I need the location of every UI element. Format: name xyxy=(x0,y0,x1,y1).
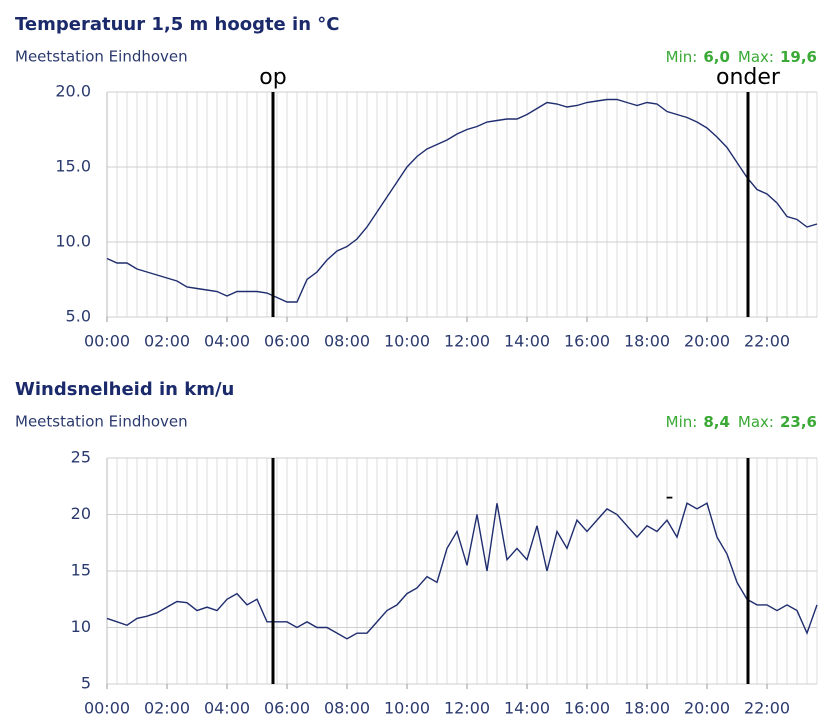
x-tick-label: 22:00 xyxy=(744,332,790,351)
x-tick-label: 06:00 xyxy=(264,332,310,351)
x-tick-label: 12:00 xyxy=(444,332,490,351)
y-tick-label: 15.0 xyxy=(55,157,91,176)
x-tick-label: 14:00 xyxy=(504,699,550,718)
chart-subtitle: Meetstation Eindhoven xyxy=(15,413,188,431)
y-tick-label: 5.0 xyxy=(66,307,91,326)
y-tick-label: 20 xyxy=(71,504,91,523)
chart-title: Windsnelheid in km/u xyxy=(15,379,234,400)
x-tick-label: 04:00 xyxy=(204,332,250,351)
x-tick-label: 00:00 xyxy=(84,699,130,718)
chart-title: Temperatuur 1,5 m hoogte in °C xyxy=(15,14,340,35)
x-tick-label: 22:00 xyxy=(744,699,790,718)
min-label: Min: xyxy=(666,48,698,66)
x-tick-label: 20:00 xyxy=(684,332,730,351)
y-tick-label: 25 xyxy=(71,448,91,467)
x-tick-label: 16:00 xyxy=(564,699,610,718)
annotation: - xyxy=(666,485,674,510)
x-tick-label: 18:00 xyxy=(624,699,670,718)
x-tick-label: 10:00 xyxy=(384,332,430,351)
max-value: 19,6 xyxy=(780,48,817,66)
x-tick-label: 02:00 xyxy=(144,699,190,718)
x-tick-label: 04:00 xyxy=(204,699,250,718)
x-tick-label: 12:00 xyxy=(444,699,490,718)
sun-label: op xyxy=(259,65,286,90)
y-tick-label: 10.0 xyxy=(55,232,91,251)
max-value: 23,6 xyxy=(780,413,817,431)
x-tick-label: 18:00 xyxy=(624,332,670,351)
x-tick-label: 00:00 xyxy=(84,332,130,351)
x-tick-label: 08:00 xyxy=(324,699,370,718)
max-label: Max: xyxy=(738,413,774,431)
sun-label: onder xyxy=(716,65,781,90)
data-line xyxy=(106,502,818,640)
x-tick-label: 10:00 xyxy=(384,699,430,718)
y-tick-label: 20.0 xyxy=(55,82,91,101)
y-tick-label: 15 xyxy=(71,561,91,580)
x-tick-label: 02:00 xyxy=(144,332,190,351)
min-value: 6,0 xyxy=(703,48,730,66)
min-max: Min: 8,4 Max: 23,6 xyxy=(666,413,817,431)
x-tick-label: 06:00 xyxy=(264,699,310,718)
x-tick-label: 08:00 xyxy=(324,332,370,351)
y-tick-label: 10 xyxy=(71,617,91,636)
x-tick-label: 14:00 xyxy=(504,332,550,351)
min-max: Min: 6,0 Max: 19,6 xyxy=(666,48,817,66)
min-label: Min: xyxy=(666,413,698,431)
y-tick-label: 5 xyxy=(81,674,91,693)
x-tick-label: 16:00 xyxy=(564,332,610,351)
min-value: 8,4 xyxy=(703,413,730,431)
x-tick-label: 20:00 xyxy=(684,699,730,718)
chart-subtitle: Meetstation Eindhoven xyxy=(15,48,188,66)
data-line xyxy=(106,98,818,303)
max-label: Max: xyxy=(738,48,774,66)
